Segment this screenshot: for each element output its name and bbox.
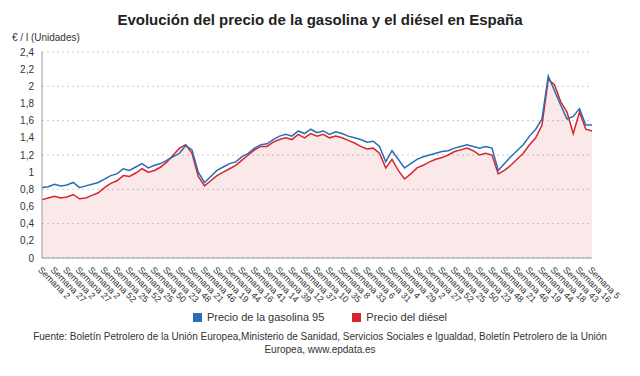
html-text:Precio de la gasolina 95: Precio de la gasolina 95 bbox=[206, 311, 325, 323]
html-text:Fuente: Boletín Petrolero de l: Fuente: Boletín Petrolero de la Unión Eu… bbox=[33, 331, 607, 355]
svg-text:Semana 19: Semana 19 bbox=[523, 264, 564, 305]
svg-text:Semana 44: Semana 44 bbox=[536, 264, 576, 305]
svg-text:Semana 2: Semana 2 bbox=[411, 264, 448, 301]
svg-text:Semana 46: Semana 46 bbox=[511, 264, 551, 305]
svg-text:Semana 52: Semana 52 bbox=[436, 264, 476, 305]
svg-text:Semana 12: Semana 12 bbox=[286, 264, 326, 305]
svg-text:Semana 5: Semana 5 bbox=[586, 265, 622, 301]
svg-text:1,4: 1,4 bbox=[20, 132, 34, 143]
svg-text:0,4: 0,4 bbox=[20, 218, 34, 229]
svg-text:Semana 37: Semana 37 bbox=[298, 264, 339, 305]
svg-text:Semana 10: Semana 10 bbox=[311, 264, 351, 305]
svg-text:0,8: 0,8 bbox=[20, 184, 34, 195]
html-text:€ / l (Unidades): € / l (Unidades) bbox=[12, 32, 80, 43]
svg-text:Semana 35: Semana 35 bbox=[323, 264, 364, 305]
svg-text:Semana 25: Semana 25 bbox=[111, 264, 151, 305]
svg-text:Semana 27: Semana 27 bbox=[48, 264, 89, 305]
html-text:Evolución del precio de la gas: Evolución del precio de la gasolina y el… bbox=[117, 11, 523, 28]
svg-text:Semana 33: Semana 33 bbox=[348, 264, 389, 305]
svg-text:0: 0 bbox=[28, 253, 34, 264]
svg-text:Semana 2: Semana 2 bbox=[36, 264, 73, 301]
svg-text:Semana 31: Semana 31 bbox=[373, 264, 414, 305]
svg-text:Semana 2: Semana 2 bbox=[61, 264, 98, 301]
svg-text:2: 2 bbox=[28, 81, 34, 92]
svg-text:1,8: 1,8 bbox=[20, 98, 34, 109]
svg-text:Semana 52: Semana 52 bbox=[98, 264, 139, 305]
svg-text:Semana 8: Semana 8 bbox=[336, 264, 373, 301]
svg-text:Semana 16: Semana 16 bbox=[236, 264, 276, 305]
svg-text:Semana 27: Semana 27 bbox=[73, 264, 114, 305]
svg-text:Semana 23: Semana 23 bbox=[161, 264, 201, 305]
svg-text:Semana 48: Semana 48 bbox=[486, 264, 526, 305]
svg-text:Semana 27: Semana 27 bbox=[423, 264, 464, 305]
svg-text:2,4: 2,4 bbox=[20, 47, 34, 58]
svg-text:Semana 6: Semana 6 bbox=[361, 264, 398, 301]
svg-text:Semana 2: Semana 2 bbox=[86, 264, 123, 301]
html-text:Precio del diésel: Precio del diésel bbox=[366, 311, 448, 323]
svg-text:1: 1 bbox=[28, 167, 34, 178]
svg-text:0,6: 0,6 bbox=[20, 201, 34, 212]
svg-text:Semana 25: Semana 25 bbox=[448, 264, 489, 305]
svg-text:Semana 39: Semana 39 bbox=[273, 264, 314, 305]
svg-text:Semana 21: Semana 21 bbox=[186, 264, 226, 305]
svg-text:Semana 14: Semana 14 bbox=[261, 264, 301, 305]
svg-text:Semana 29: Semana 29 bbox=[398, 264, 439, 305]
svg-text:Semana 41: Semana 41 bbox=[248, 264, 289, 305]
svg-text:Semana 19: Semana 19 bbox=[211, 264, 251, 305]
svg-text:Semana 44: Semana 44 bbox=[223, 264, 264, 305]
svg-text:Semana 23: Semana 23 bbox=[473, 264, 514, 305]
svg-text:1,6: 1,6 bbox=[20, 115, 34, 126]
svg-text:Semana 21: Semana 21 bbox=[498, 264, 539, 305]
svg-text:0,2: 0,2 bbox=[20, 235, 34, 246]
svg-text:Semana 48: Semana 48 bbox=[173, 264, 214, 305]
svg-text:Semana 43: Semana 43 bbox=[561, 264, 601, 305]
svg-text:2,2: 2,2 bbox=[20, 64, 34, 75]
svg-text:Semana 46: Semana 46 bbox=[198, 264, 239, 305]
svg-text:Semana 4: Semana 4 bbox=[386, 264, 423, 301]
svg-text:Semana 52: Semana 52 bbox=[123, 264, 164, 305]
svg-text:Semana 18: Semana 18 bbox=[548, 264, 589, 305]
svg-text:Semana 25: Semana 25 bbox=[136, 264, 176, 305]
svg-text:1,2: 1,2 bbox=[20, 150, 34, 161]
svg-text:Semana 50: Semana 50 bbox=[461, 264, 501, 305]
svg-text:Semana 16: Semana 16 bbox=[573, 264, 614, 305]
svg-text:Semana 50: Semana 50 bbox=[148, 264, 189, 305]
